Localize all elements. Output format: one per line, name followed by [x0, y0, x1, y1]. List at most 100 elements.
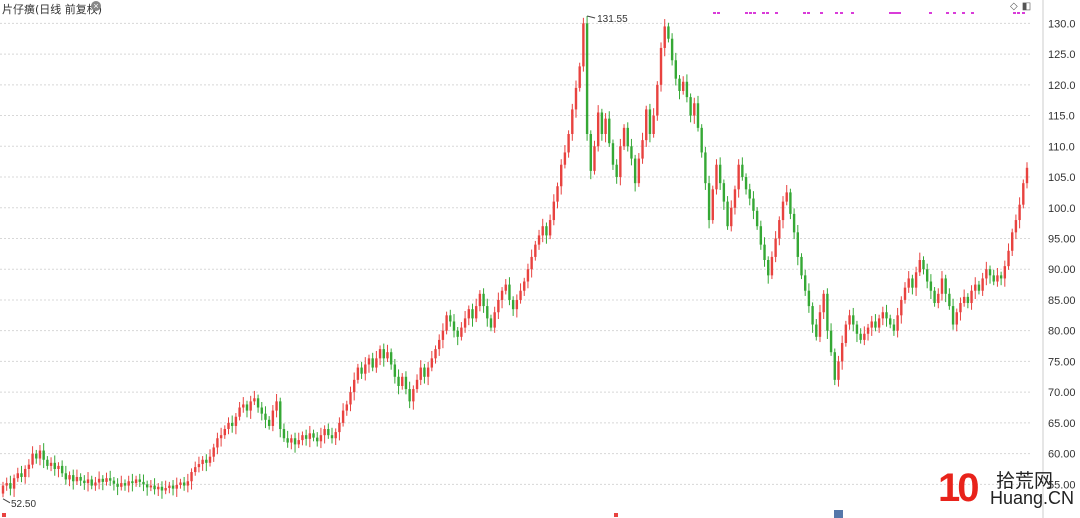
candle-body: [9, 483, 12, 489]
candle-body: [271, 410, 275, 426]
candle-body: [630, 146, 633, 159]
candle-body: [1014, 220, 1018, 233]
candle-body: [1022, 183, 1025, 205]
candle-body: [741, 164, 744, 178]
event-markers: [2, 12, 1025, 518]
candle-body: [175, 484, 178, 489]
candle-body: [493, 312, 496, 328]
candle-body: [253, 398, 256, 402]
candle-body: [182, 482, 186, 486]
event-dot: [807, 12, 810, 14]
candle-body: [138, 479, 141, 482]
diamond-icon[interactable]: ◇: [1010, 1, 1018, 12]
candle-body: [933, 290, 936, 304]
event-dot: [851, 12, 854, 14]
candle-body: [267, 419, 271, 426]
candle-body: [511, 299, 515, 310]
candle-body: [988, 269, 992, 276]
candle-body: [79, 476, 82, 481]
candle-body: [578, 66, 581, 88]
candle-body: [670, 38, 674, 61]
candle-body: [752, 198, 755, 211]
candle-body: [545, 226, 548, 236]
candle-body: [959, 303, 962, 313]
candle-body: [619, 146, 622, 178]
candle-body: [774, 238, 777, 257]
candle-body: [393, 364, 397, 377]
candle-body: [90, 479, 93, 486]
candle-body: [874, 321, 877, 328]
candle-body: [674, 60, 678, 79]
candle-body: [279, 401, 282, 430]
event-dot: [1013, 12, 1016, 14]
candle-body: [523, 281, 526, 291]
candle-body: [693, 103, 696, 116]
candle-body: [474, 306, 478, 319]
candle-body: [360, 367, 363, 374]
candle-body: [818, 312, 822, 337]
candle-body: [571, 109, 574, 134]
candle-body: [837, 361, 840, 380]
panel-icon[interactable]: ◧: [1021, 1, 1032, 12]
candle-body: [685, 81, 689, 98]
candle-body: [852, 315, 855, 325]
candle-body: [840, 342, 844, 362]
candle-body: [120, 483, 123, 487]
candle-body: [755, 210, 759, 227]
bottom-marker: [2, 513, 6, 517]
candle-body: [401, 376, 404, 386]
candle-body: [641, 140, 644, 159]
watermark-number: 10: [938, 466, 979, 510]
y-axis: 130.0 125.0 120.0 115.0 110.0 105.0 100.0 95.00…: [1042, 0, 1076, 518]
candle-body: [160, 486, 164, 491]
candle-body: [35, 453, 38, 459]
candle-body: [330, 435, 334, 439]
candle-body: [563, 152, 567, 165]
candle-body: [748, 189, 751, 199]
candle-body: [1, 485, 5, 494]
candle-body: [659, 47, 663, 85]
candle-body: [560, 164, 563, 187]
candle-body: [726, 201, 729, 227]
candle-body: [105, 478, 108, 482]
candle-body: [308, 433, 312, 439]
close-circle-icon[interactable]: ×: [91, 1, 101, 11]
candle-body: [179, 482, 182, 485]
event-dot: [895, 12, 898, 14]
candle-body: [142, 481, 145, 485]
price-annotations: 131.55 52.50: [2, 14, 628, 510]
candle-body: [800, 256, 803, 276]
candle-body: [881, 312, 885, 319]
candle-body: [508, 284, 511, 300]
candle-body: [116, 483, 119, 487]
candle-body: [918, 260, 921, 273]
event-dot: [971, 12, 974, 14]
event-dot: [775, 12, 778, 14]
y-tick-label: 85.00: [1048, 295, 1076, 307]
candle-body: [667, 26, 670, 39]
low-label: 52.50: [11, 499, 36, 510]
event-dot: [803, 12, 806, 14]
candle-body: [925, 269, 929, 282]
event-dot: [953, 12, 956, 14]
candle-body: [375, 358, 378, 368]
candle-body: [304, 435, 308, 439]
candle-body: [482, 293, 485, 307]
candle-body: [378, 349, 382, 359]
candle-body: [290, 438, 293, 443]
candles[interactable]: [1, 15, 1029, 499]
candle-body: [190, 472, 193, 482]
candle-body: [796, 232, 800, 257]
candle-body: [611, 143, 615, 165]
candle-body: [445, 315, 448, 331]
candle-body: [245, 404, 249, 411]
low-pointer: [2, 498, 11, 504]
watermark-cn: 拾荒网: [996, 470, 1054, 492]
candle-body: [815, 324, 818, 337]
y-tick-label: 55.00: [1048, 479, 1076, 491]
candle-body: [803, 275, 807, 291]
bottom-marker: [614, 513, 618, 517]
event-dot: [962, 12, 965, 14]
candle-body: [364, 364, 367, 374]
